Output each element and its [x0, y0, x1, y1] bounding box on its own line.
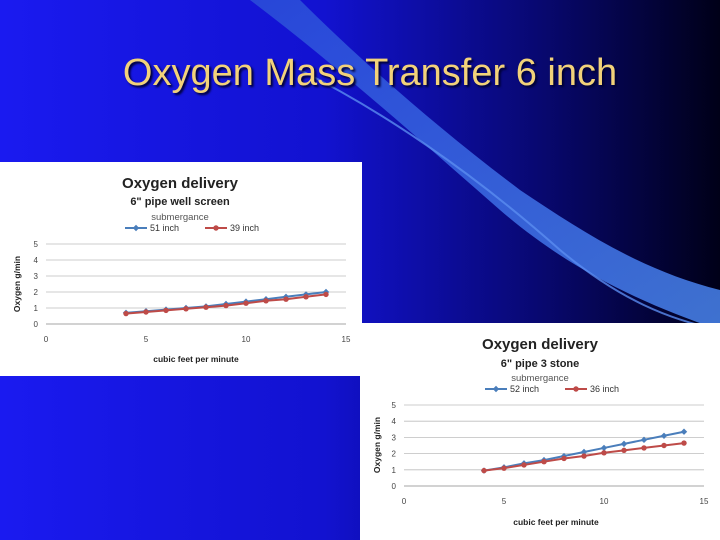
x-tick-label: 15	[342, 335, 351, 344]
chart-title: Oxygen delivery	[482, 336, 599, 353]
data-point	[163, 307, 169, 314]
y-tick-label: 2	[34, 288, 39, 297]
x-tick-label: 5	[502, 497, 507, 506]
chart-3-stone: Oxygen delivery 6" pipe 3 stone submerganc…	[372, 336, 709, 527]
x-axis-label: cubic feet per minute	[513, 517, 599, 527]
x-tick-label: 0	[44, 335, 49, 344]
legend-title: submergance	[151, 212, 209, 223]
data-point	[521, 462, 527, 468]
legend-title: submergance	[511, 373, 569, 384]
x-tick-label: 5	[144, 335, 149, 344]
x-tick-label: 0	[402, 497, 407, 506]
y-tick-label: 5	[392, 401, 397, 410]
data-point	[581, 453, 587, 459]
x-tick-label: 10	[242, 335, 251, 344]
swoosh-highlight	[250, 0, 720, 330]
chart-panel-well-screen: Oxygen delivery 6" pipe well screen submer…	[0, 162, 362, 376]
y-axis-label: Oxygen g/min	[372, 417, 382, 473]
data-point	[680, 428, 688, 435]
data-point	[481, 467, 487, 474]
y-tick-label: 3	[392, 433, 397, 442]
chart-well-screen: Oxygen delivery 6" pipe well screen submer…	[12, 175, 351, 364]
y-tick-label: 1	[34, 304, 39, 313]
chart-panel-3-stone: Oxygen delivery 6" pipe 3 stone submerganc…	[360, 323, 720, 540]
x-tick-label: 15	[700, 497, 709, 506]
x-axis-label: cubic feet per minute	[153, 354, 239, 364]
data-point	[501, 465, 507, 471]
x-tick-label: 10	[600, 497, 609, 506]
chart-subtitle: 6" pipe well screen	[130, 196, 230, 208]
data-point	[303, 294, 309, 300]
data-point	[621, 447, 627, 454]
legend-label: 51 inch	[150, 223, 179, 233]
data-point	[143, 309, 149, 315]
data-point	[681, 440, 687, 446]
y-tick-label: 1	[392, 466, 397, 475]
legend-label: 36 inch	[590, 384, 619, 394]
data-point	[561, 455, 567, 462]
y-tick-label: 2	[392, 450, 397, 459]
legend-marker-1	[213, 225, 219, 231]
data-point	[660, 432, 668, 439]
data-point	[541, 459, 547, 465]
data-point	[641, 445, 647, 451]
chart-title: Oxygen delivery	[122, 175, 239, 192]
swoosh-thin-line	[299, 69, 720, 331]
data-point	[600, 444, 608, 452]
data-point	[183, 306, 189, 312]
legend-label: 39 inch	[230, 223, 259, 233]
data-point	[203, 304, 209, 310]
y-tick-label: 0	[392, 482, 397, 491]
data-point	[323, 291, 329, 298]
data-point	[661, 442, 667, 449]
legend-marker-0	[492, 385, 500, 393]
data-point	[580, 448, 588, 456]
data-point	[620, 440, 628, 448]
y-tick-label: 5	[34, 240, 39, 249]
y-axis-label: Oxygen g/min	[12, 256, 22, 312]
data-point	[640, 436, 648, 444]
legend-marker-0	[132, 224, 140, 232]
chart-subtitle: 6" pipe 3 stone	[501, 358, 580, 370]
data-point	[263, 298, 269, 304]
legend-marker-1	[573, 386, 579, 392]
y-tick-label: 0	[34, 320, 39, 329]
slide-title: Oxygen Mass Transfer 6 inch	[122, 52, 618, 94]
y-tick-label: 4	[34, 256, 39, 265]
y-tick-label: 3	[34, 272, 39, 281]
data-point	[283, 296, 289, 302]
data-point	[123, 310, 129, 317]
data-point	[601, 450, 607, 456]
y-tick-label: 4	[392, 417, 397, 426]
legend-label: 52 inch	[510, 384, 539, 394]
data-point	[243, 300, 249, 306]
data-point	[223, 302, 229, 309]
